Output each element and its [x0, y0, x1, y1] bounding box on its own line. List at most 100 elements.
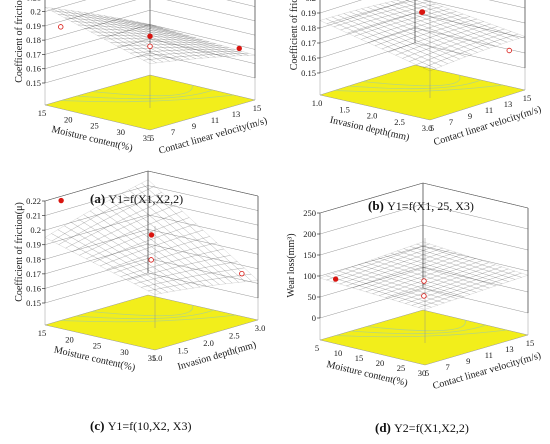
z-tick-label: 0.2: [305, 0, 316, 3]
surface-cell: [90, 22, 105, 27]
surface-cell: [443, 284, 458, 289]
surface-cell: [437, 294, 451, 299]
surface-cell: [112, 251, 126, 259]
surface-cell: [430, 267, 444, 272]
z-tick-label: 0.15: [26, 298, 41, 308]
surface-cell: [117, 38, 131, 43]
surface-cell: [456, 292, 471, 297]
wall-gridline: [319, 12, 416, 44]
y-tick-label: 35: [143, 133, 152, 143]
surface-cell: [495, 266, 509, 272]
surface-cell: [359, 287, 373, 292]
surface-cell: [210, 250, 225, 258]
z-tick-label: 250: [303, 208, 316, 218]
surface-cell: [475, 264, 490, 270]
wall-gridline: [319, 224, 424, 256]
surface-cell: [210, 242, 224, 251]
surface-cell: [442, 254, 457, 259]
surface-cell: [488, 41, 502, 47]
surface-cell: [456, 279, 470, 285]
surface-cell: [149, 212, 164, 222]
z-tick-label: 0.18: [26, 254, 41, 264]
surface-cell: [205, 272, 220, 280]
surface-cell: [171, 252, 186, 260]
surface-cell: [475, 273, 490, 278]
surface-cell: [405, 38, 419, 44]
surface-cell: [96, 212, 111, 221]
surface-cell: [189, 44, 203, 48]
surface-cell: [425, 42, 439, 48]
surface-cell: [424, 303, 439, 308]
surface-cell: [124, 239, 139, 247]
box-walls: [44, 0, 256, 84]
floor-plane: [44, 294, 259, 351]
surface-cell: [404, 297, 419, 302]
surface-cell: [44, 233, 59, 242]
surface-cell: [58, 14, 72, 19]
surface-cell: [365, 268, 379, 273]
surface-cell: [97, 23, 111, 27]
wall-gridline: [44, 0, 87, 12]
surface-cell: [144, 246, 159, 254]
x-tick-label: 9: [468, 111, 472, 121]
surface-cell: [104, 32, 118, 36]
surface-cell: [398, 35, 412, 41]
z-tick-label: 0.21: [26, 0, 41, 2]
surface-cell: [222, 47, 236, 50]
surface-cell: [397, 282, 412, 288]
surface-cell: [420, 19, 434, 24]
y-tick-label: 25: [397, 363, 406, 373]
surface-cell: [430, 288, 445, 293]
x-tick-label: 7: [449, 117, 453, 127]
surface-cell: [209, 54, 223, 58]
surface-cell: [211, 264, 226, 272]
surface-cell: [349, 10, 363, 15]
surface-cell: [397, 261, 411, 266]
surface-cell: [430, 7, 444, 12]
surface-cell: [410, 274, 425, 279]
surface-cell: [104, 17, 118, 22]
surface-cell: [378, 276, 392, 282]
surface-cell: [421, 54, 435, 61]
surface-cell: [395, 21, 410, 27]
surface-cell: [442, 262, 457, 268]
y-axis: 15 20 25 30 35: [38, 108, 152, 143]
surface-cell: [77, 222, 92, 231]
x-tick-label: 13: [232, 109, 241, 119]
surface-cell: [436, 38, 451, 44]
surface-cell: [438, 14, 452, 19]
wall-gridline: [44, 24, 151, 55]
z-tick-label: 0.17: [26, 49, 41, 59]
surface-cell: [446, 56, 460, 62]
wall-gridline: [319, 287, 424, 319]
surface-cell: [134, 182, 149, 193]
surface-cell: [371, 261, 385, 267]
surface-cell: [462, 260, 476, 266]
surface-cell: [361, 37, 375, 43]
y-tick-label: 30: [418, 368, 427, 378]
surface-cell: [423, 273, 438, 279]
surface-cell: [130, 229, 145, 238]
surface-cell: [430, 40, 445, 46]
surface-cell: [215, 53, 229, 57]
surface-cell: [417, 34, 431, 40]
z-tick-label: 150: [303, 250, 316, 260]
surface-cell: [149, 41, 164, 45]
surface-cell: [333, 24, 347, 31]
surface-cell: [169, 53, 183, 58]
surface-cell: [84, 227, 98, 235]
wall-gridline: [149, 9, 256, 36]
x-tick-label: 5: [430, 123, 434, 133]
surface-cell: [185, 269, 200, 277]
floor-plane: [319, 309, 529, 366]
surface-cell: [437, 286, 451, 291]
surface-cell: [462, 264, 477, 270]
surface-cell: [106, 260, 120, 268]
panel-caption: (c) Y1=f(10,X2, X3): [90, 418, 191, 433]
surface-cell: [351, 264, 366, 269]
z-tick-label: 0.19: [26, 21, 41, 31]
surface-cell: [463, 44, 477, 50]
surface-cell: [104, 232, 119, 241]
surface-cell: [380, 11, 395, 16]
floor-contour: [92, 84, 193, 97]
